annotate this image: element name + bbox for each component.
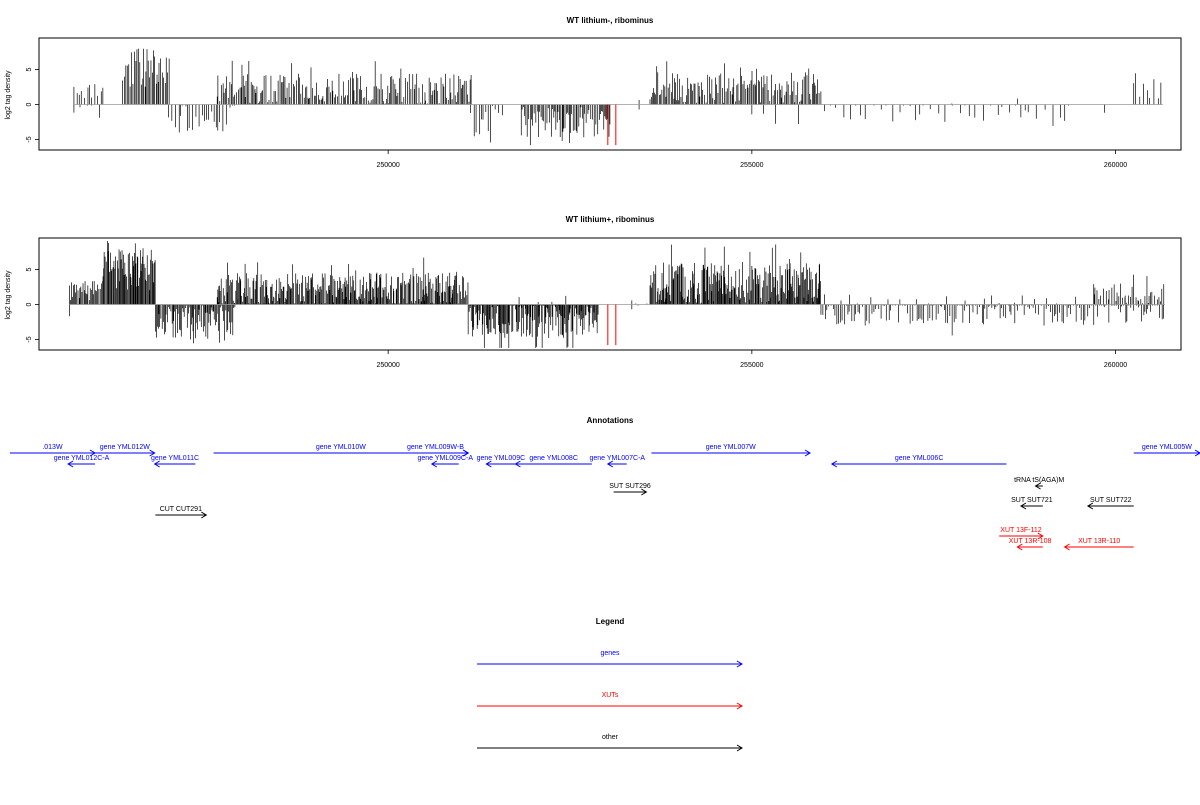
plot-frame (38, 237, 1182, 351)
feature-label: gene YML010W (316, 444, 366, 451)
feature-label: gene YML009C-A (417, 455, 473, 462)
feature-label: SUT SUT721 (1011, 497, 1053, 504)
feature-arrow (1034, 482, 1043, 490)
y-tick-label: 5 (26, 67, 33, 71)
legend-title: Legend (596, 617, 625, 626)
y-tick-label: 0 (26, 102, 33, 106)
panel-title: WT lithium+, ribominus (566, 215, 655, 224)
feature-label: XUT 13R-110 (1078, 538, 1120, 545)
feature-arrow (514, 460, 592, 468)
y-tick-label: -5 (26, 136, 33, 142)
legend-arrow (477, 744, 743, 752)
y-tick-label: -5 (26, 336, 33, 342)
y-tick-label: 0 (26, 302, 33, 306)
legend-arrow (477, 660, 743, 668)
feature-label: gene YML008C (529, 455, 578, 462)
x-tick-label: 255000 (740, 362, 763, 369)
feature-label: SUT SUT296 (609, 483, 651, 490)
feature-arrow (1016, 543, 1043, 551)
feature-arrow (430, 460, 459, 468)
x-tick-label: 250000 (376, 362, 399, 369)
feature-arrow (651, 449, 812, 457)
feature-arrow (1020, 502, 1043, 510)
x-tick-label: 260000 (1104, 362, 1127, 369)
feature-arrow (485, 460, 516, 468)
annotations-track: Annotations .013W gene YML012W gene YML012… (9, 416, 1200, 551)
feature-arrow (402, 449, 470, 457)
bar-series (73, 48, 1162, 146)
feature-label: CUT CUT291 (160, 506, 202, 513)
feature-label: gene YML012C-A (54, 455, 110, 462)
feature-label: gene YML006C (895, 455, 944, 462)
feature-label: gene YML011C (151, 455, 199, 462)
feature-arrow (1063, 543, 1134, 551)
feature-label: .013W (42, 444, 63, 451)
bar-series (69, 240, 1165, 348)
feature-label: XUT 13F-112 (1000, 527, 1041, 534)
panel-title: WT lithium-, ribominus (567, 16, 654, 25)
feature-label: XUT 13R-108 (1009, 538, 1052, 545)
legend-label: other (602, 734, 619, 741)
coverage-panel-lithium-minus: WT lithium-, ribominus log2 tag density … (5, 16, 1182, 169)
feature-label: gene YML012W (100, 444, 150, 451)
feature-label: SUT SUT722 (1090, 497, 1132, 504)
feature-label: gene YML009C (477, 455, 526, 462)
feature-arrow (613, 488, 648, 496)
feature-label: gene YML009W-B (407, 444, 464, 451)
coverage-panel-lithium-plus: WT lithium+, ribominus log2 tag density … (5, 215, 1182, 369)
feature-label: tRNA tS(AGA)M (1014, 477, 1064, 484)
feature-arrow (1086, 502, 1134, 510)
feature-arrow (606, 460, 627, 468)
legend-label: genes (600, 650, 620, 657)
y-axis-label: log2 tag density (5, 70, 12, 120)
feature-label: gene YML005W (1142, 444, 1192, 451)
legend-label: XUTs (602, 692, 619, 699)
x-tick-label: 260000 (1104, 162, 1127, 169)
y-tick-label: 5 (26, 267, 33, 271)
feature-arrow (153, 460, 196, 468)
x-tick-label: 255000 (740, 162, 763, 169)
feature-arrow (155, 511, 208, 519)
feature-label: gene YML007W (706, 444, 756, 451)
x-tick-label: 250000 (376, 162, 399, 169)
feature-label: gene YML007C-A (590, 455, 646, 462)
feature-arrow (999, 532, 1044, 540)
feature-arrow (67, 460, 96, 468)
feature-arrow (1133, 449, 1200, 457)
annotations-title: Annotations (587, 416, 634, 425)
y-axis-label: log2 tag density (5, 270, 12, 320)
feature-arrow (95, 449, 156, 457)
feature-arrow (830, 460, 1007, 468)
plot-frame (38, 37, 1182, 151)
legend: Legend genes XUTs other (477, 617, 743, 752)
legend-arrow (477, 702, 743, 710)
